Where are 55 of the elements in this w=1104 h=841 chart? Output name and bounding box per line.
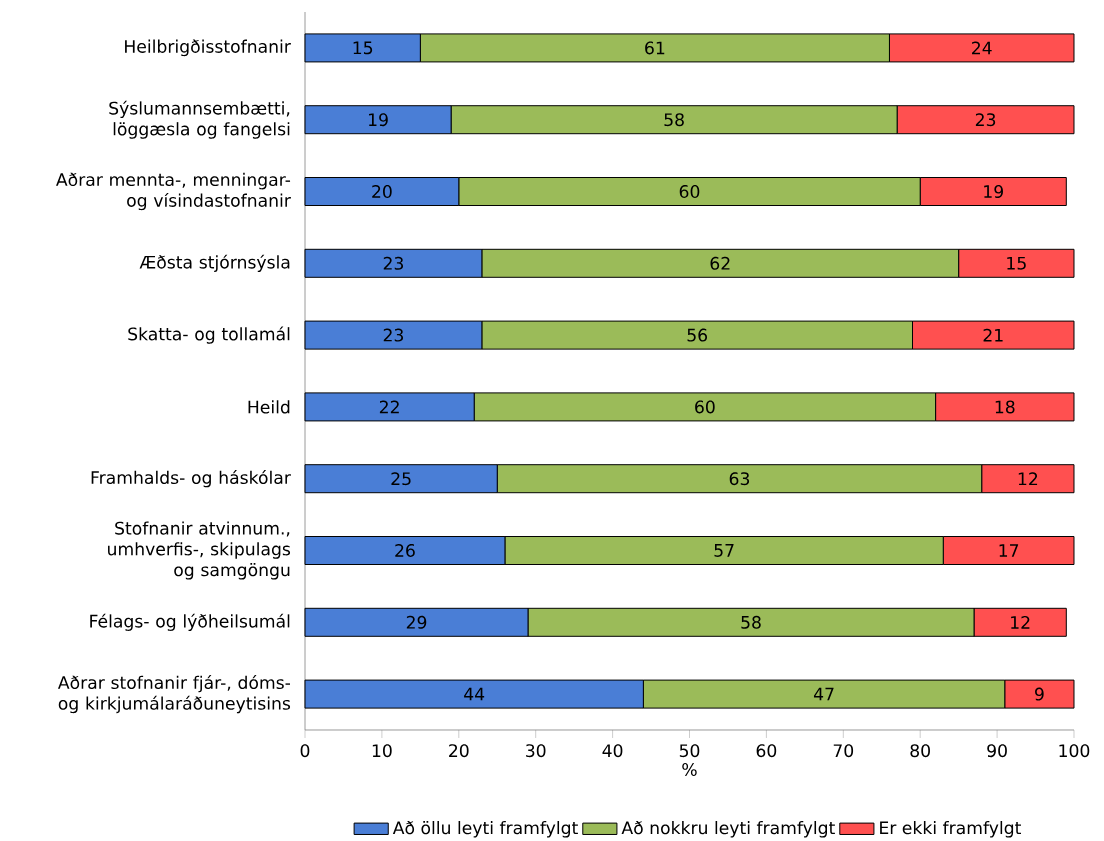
data-label: 58 xyxy=(741,615,761,629)
data-label: 12 xyxy=(1011,615,1030,629)
data-label: 12 xyxy=(1018,472,1038,486)
x-tick-label: 0 xyxy=(300,744,310,758)
data-label: 25 xyxy=(391,472,411,486)
data-label: 21 xyxy=(983,328,1003,342)
data-label: 17 xyxy=(999,544,1019,557)
x-tick-label: 70 xyxy=(833,744,854,758)
data-label: 62 xyxy=(710,256,730,270)
data-label: 19 xyxy=(984,184,1003,199)
data-label: 15 xyxy=(353,41,373,55)
x-tick-label: 50 xyxy=(679,744,700,758)
data-label: 23 xyxy=(383,328,403,342)
legend-label: Að nokkru leyti framfylgt xyxy=(621,820,835,838)
data-label: 29 xyxy=(406,615,427,629)
data-label: 22 xyxy=(379,400,399,414)
data-label: 19 xyxy=(369,113,388,127)
legend-label: Er ekki framfylgt xyxy=(880,820,1021,838)
legend-label: Að öllu leyti framfylgt xyxy=(392,820,578,838)
data-label: 23 xyxy=(383,256,403,270)
data-label: 20 xyxy=(372,184,392,199)
y-tick-label: Aðrar mennta-, menningar- og vísindastofnanir xyxy=(56,172,291,211)
data-label: 24 xyxy=(972,41,992,55)
y-tick-label: Heild xyxy=(248,400,290,414)
x-tick-label: 20 xyxy=(449,744,469,758)
data-label: 61 xyxy=(645,41,665,55)
data-label: 47 xyxy=(813,687,834,701)
y-tick-label: Sýslumannsembætti, löggæsla og fangelsi xyxy=(109,100,290,139)
x-axis-title: % xyxy=(682,763,697,777)
y-tick-label: Skatta- og tollamál xyxy=(128,326,290,344)
data-label: 18 xyxy=(995,400,1015,414)
x-tick-label: 10 xyxy=(372,744,392,758)
x-tick-label: 90 xyxy=(987,744,1007,758)
data-label: 60 xyxy=(679,184,700,199)
data-label: 63 xyxy=(729,472,750,486)
y-tick-label: Framhalds- og háskólar xyxy=(91,470,291,488)
y-tick-label: Heilbrigðisstofnanir xyxy=(125,39,291,57)
x-tick-label: 40 xyxy=(602,744,623,758)
data-label: 15 xyxy=(1007,256,1026,270)
data-label: 60 xyxy=(695,400,715,414)
x-tick-label: 60 xyxy=(756,744,777,758)
x-tick-label: 80 xyxy=(910,744,930,758)
x-tick-label: 100 xyxy=(1059,744,1090,758)
data-label: 58 xyxy=(664,113,684,127)
y-tick-label: Æðsta stjórnsýsla xyxy=(139,254,290,272)
data-label: 56 xyxy=(687,328,708,342)
y-tick-label: Aðrar stofnanir fjár-, dóms- og kirkjumálaráðuneytisins xyxy=(57,675,291,714)
data-label: 23 xyxy=(975,113,996,127)
data-label: 9 xyxy=(1035,687,1044,701)
data-label: 44 xyxy=(464,687,485,701)
y-tick-label: Félags- og lýðheilsumál xyxy=(90,613,290,631)
data-label: 26 xyxy=(395,543,415,557)
x-tick-label: 30 xyxy=(526,744,546,758)
y-tick-label: Stofnanir atvinnum., umhverfis-, skipulags og samgöngu xyxy=(108,521,291,580)
data-label: 57 xyxy=(714,544,734,557)
